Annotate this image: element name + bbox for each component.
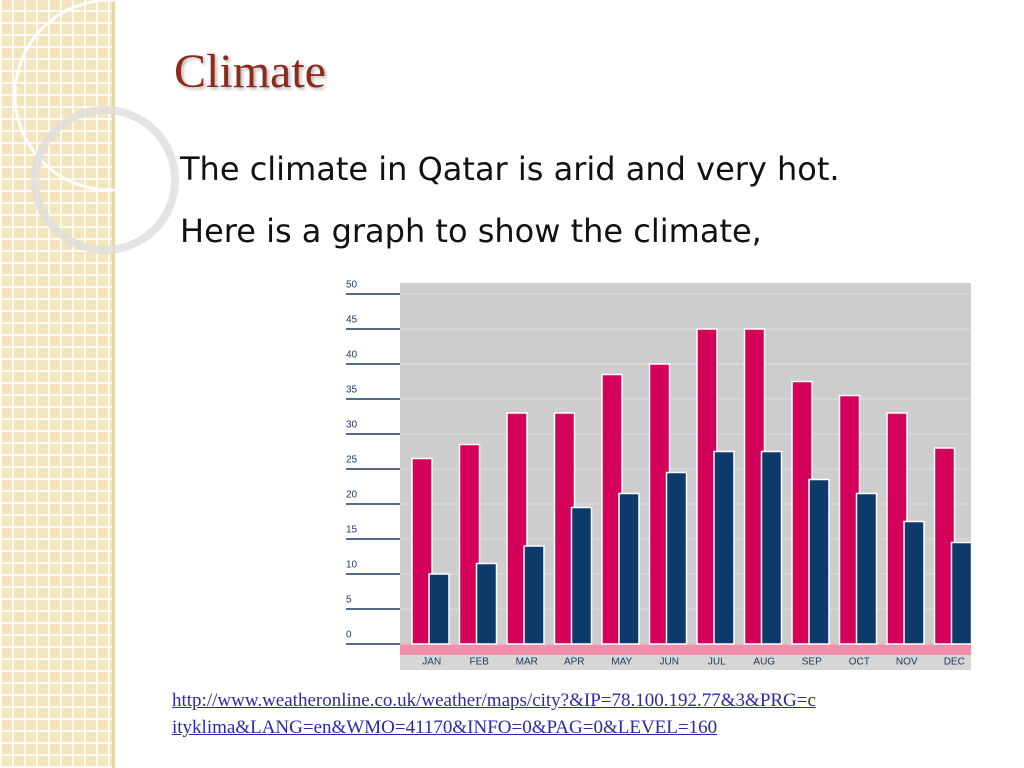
y-tick-label: 45 xyxy=(346,315,358,326)
y-tick-label: 25 xyxy=(346,455,358,466)
body-text: Here is a graph to show the climate, xyxy=(180,212,762,250)
bar xyxy=(855,492,878,645)
y-tick-label: 30 xyxy=(346,420,358,431)
x-tick-label: SEP xyxy=(802,657,822,668)
source-link[interactable]: ityklima&LANG=en&WMO=41170&INFO=0&PAG=0&… xyxy=(172,717,718,738)
bar xyxy=(506,412,528,645)
bar xyxy=(713,450,735,645)
y-tick-label: 0 xyxy=(346,630,352,641)
y-tick-label: 10 xyxy=(346,560,358,571)
bar xyxy=(665,471,688,645)
y-tick-label: 50 xyxy=(346,280,358,291)
y-tick-label: 40 xyxy=(346,350,358,361)
y-tick-label: 5 xyxy=(346,595,352,606)
y-tick-label: 20 xyxy=(346,490,358,501)
x-tick-label: APR xyxy=(564,657,585,668)
bar xyxy=(618,492,640,645)
bar xyxy=(458,443,481,645)
baseline-band xyxy=(400,643,971,655)
x-tick-label: FEB xyxy=(470,657,490,668)
bar xyxy=(950,541,973,645)
strip-edge xyxy=(112,0,115,768)
bar xyxy=(570,506,593,645)
x-tick-label: AUG xyxy=(753,657,775,668)
x-tick-label: OCT xyxy=(849,657,870,668)
x-tick-label: JUL xyxy=(708,657,726,668)
decorative-circles xyxy=(13,0,200,254)
body-text: The climate in Qatar is arid and very ho… xyxy=(180,150,840,188)
bar xyxy=(808,478,830,645)
x-tick-label: MAY xyxy=(611,657,632,668)
y-tick-label: 35 xyxy=(346,385,358,396)
bar xyxy=(428,573,450,645)
x-tick-label: DEC xyxy=(944,657,965,668)
bar xyxy=(760,450,783,645)
category-band xyxy=(400,655,971,670)
bar xyxy=(475,562,498,645)
source-link[interactable]: http://www.weatheronline.co.uk/weather/m… xyxy=(172,690,816,711)
bar xyxy=(903,520,925,645)
x-tick-label: NOV xyxy=(896,657,918,668)
x-tick-label: JUN xyxy=(660,657,679,668)
bar xyxy=(411,457,433,645)
y-tick-label: 15 xyxy=(346,525,358,536)
x-tick-label: MAR xyxy=(516,657,538,668)
x-tick-label: JAN xyxy=(422,657,441,668)
slide-title: Climate xyxy=(174,45,326,98)
bar xyxy=(523,545,545,645)
